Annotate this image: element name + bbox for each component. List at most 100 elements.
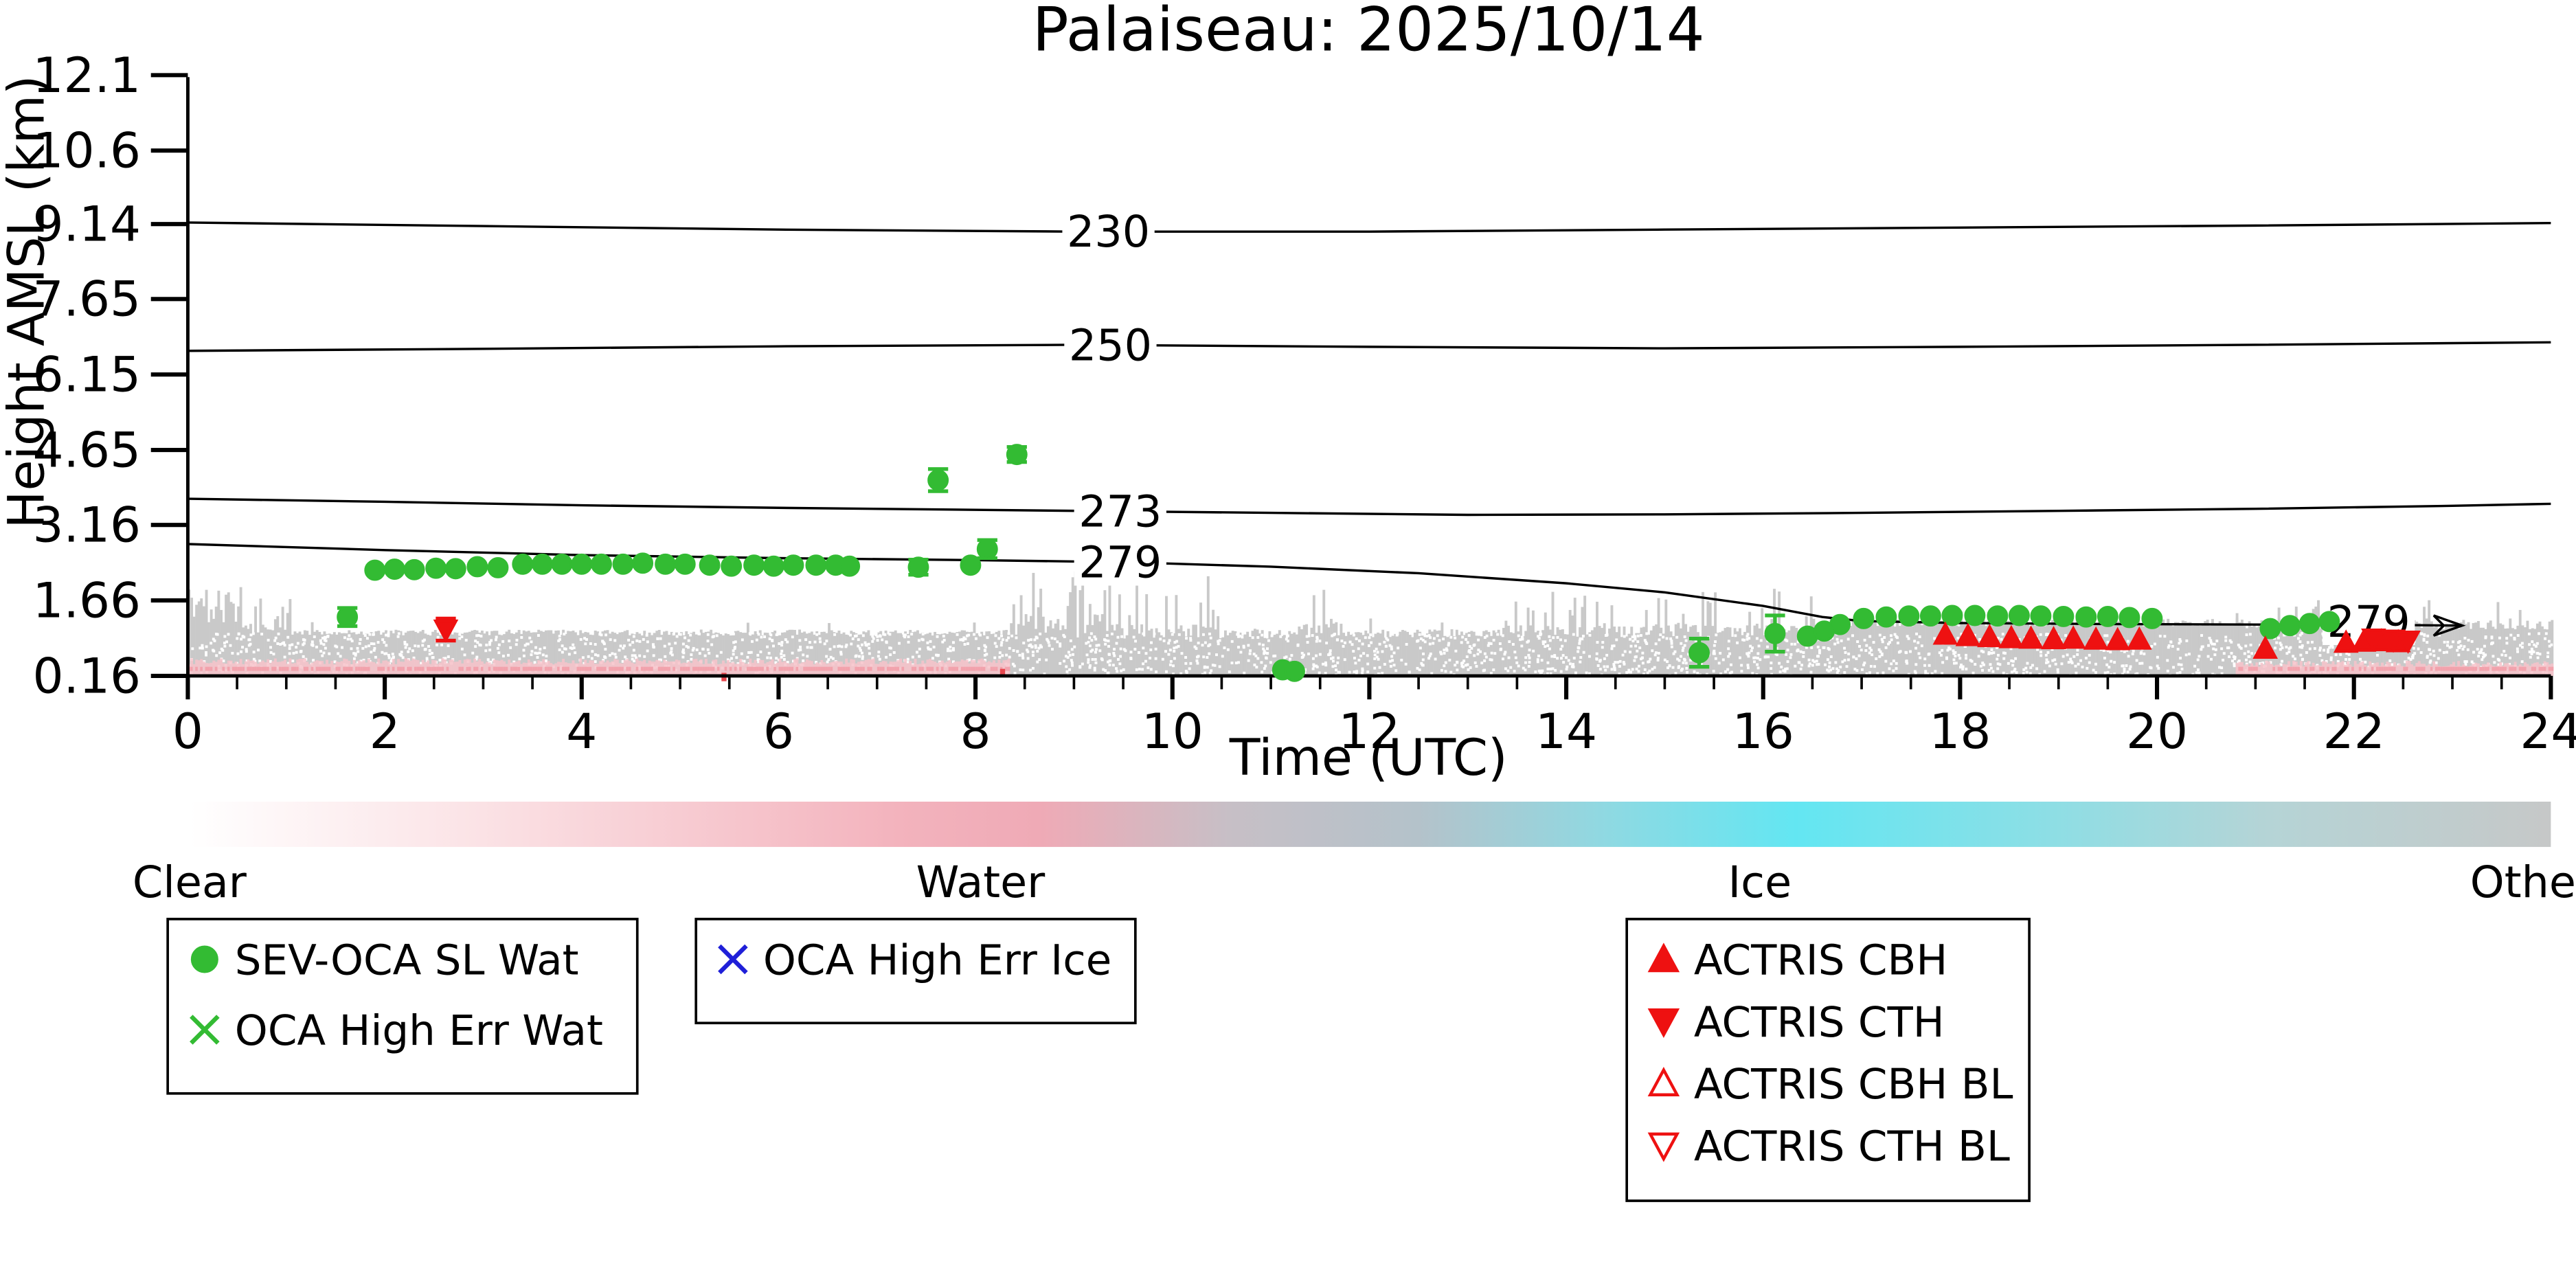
classification-speckle <box>1541 669 1544 673</box>
classification-speckle <box>1952 658 1956 662</box>
classification-speckle <box>2531 640 2534 644</box>
classification-speckle <box>1468 645 1471 648</box>
classification-pink-speckle <box>367 666 370 671</box>
classification-speckle <box>490 639 493 642</box>
classification-speckle <box>1065 665 1068 668</box>
classification-speckle <box>1440 652 1443 655</box>
classification-speckle <box>2123 650 2126 653</box>
classification-speckle <box>782 658 786 661</box>
classification-speckle <box>652 654 655 657</box>
marker-circle <box>2279 615 2301 637</box>
classification-column <box>1094 614 1096 676</box>
classification-column <box>899 633 902 676</box>
classification-column <box>377 631 381 676</box>
classification-pink-speckle <box>360 666 363 671</box>
classification-pink-speckle <box>409 666 412 671</box>
classification-pink-speckle <box>407 666 410 671</box>
classification-speckle <box>1954 662 1958 665</box>
classification-speckle <box>236 637 239 640</box>
classification-pink-speckle <box>350 666 353 671</box>
classification-speckle <box>1142 662 1145 666</box>
classification-speckle <box>861 655 864 658</box>
classification-speckle <box>692 646 695 650</box>
classification-speckle <box>1598 668 1602 671</box>
classification-speckle <box>312 659 315 662</box>
classification-column <box>2058 624 2061 676</box>
classification-speckle <box>755 638 758 642</box>
classification-speckle <box>2480 648 2483 651</box>
classification-speckle <box>732 653 735 656</box>
classification-speckle <box>1218 665 1221 668</box>
classification-speckle <box>1442 637 1445 641</box>
classification-speckle <box>2279 663 2283 666</box>
marker-circle <box>721 555 743 577</box>
classification-column <box>1399 631 1402 676</box>
classification-speckle <box>1519 638 1522 642</box>
classification-pink-speckle <box>473 666 477 671</box>
classification-column <box>195 605 199 676</box>
classification-speckle <box>2509 656 2512 659</box>
marker-circle <box>1898 605 1920 627</box>
classification-pink-column <box>732 662 735 676</box>
classification-pink-speckle <box>237 666 240 671</box>
classification-speckle <box>1757 644 1761 648</box>
classification-column <box>1179 625 1183 676</box>
classification-speckle <box>1843 671 1846 674</box>
classification-speckle <box>1248 652 1252 655</box>
classification-pink-speckle <box>416 666 420 671</box>
classification-speckle <box>867 642 870 646</box>
classification-speckle <box>1185 637 1188 640</box>
classification-column <box>572 630 575 676</box>
classification-speckle <box>1871 653 1874 657</box>
classification-speckle <box>212 637 215 641</box>
classification-pink-column <box>330 661 334 676</box>
classification-speckle <box>1161 657 1164 661</box>
classification-column <box>948 631 951 676</box>
classification-speckle <box>1447 644 1450 647</box>
classification-column <box>1563 634 1567 676</box>
classification-speckle <box>2328 646 2331 649</box>
classification-column <box>736 631 740 676</box>
colorbar-gradient <box>189 801 2551 847</box>
classification-pink-speckle <box>682 666 686 671</box>
classification-speckle <box>1464 664 1467 667</box>
classification-speckle <box>2311 640 2314 644</box>
classification-speckle <box>319 639 322 642</box>
classification-speckle <box>1784 667 1787 670</box>
classification-speckle <box>1263 651 1267 655</box>
classification-speckle <box>1756 666 1760 670</box>
classification-speckle <box>1880 637 1884 641</box>
classification-speckle <box>1674 672 1677 675</box>
classification-pink-speckle <box>894 666 897 671</box>
marker-circle <box>2053 606 2075 627</box>
classification-column <box>475 630 479 676</box>
classification-speckle <box>710 643 714 646</box>
classification-speckle <box>1348 640 1352 644</box>
classification-speckle <box>2331 644 2334 648</box>
classification-speckle <box>2458 640 2461 643</box>
classification-speckle <box>1785 667 1789 670</box>
classification-speckle <box>825 640 828 643</box>
classification-pink-column <box>2430 666 2433 676</box>
marker-circle <box>487 556 509 578</box>
classification-speckle <box>689 633 692 637</box>
classification-column <box>1165 596 1168 676</box>
classification-speckle <box>1324 661 1327 664</box>
classification-speckle <box>1606 665 1609 668</box>
classification-speckle <box>780 644 783 647</box>
classification-speckle <box>1622 661 1625 664</box>
classification-speckle <box>748 632 752 635</box>
classification-speckle <box>1864 649 1868 652</box>
classification-speckle <box>986 636 989 640</box>
classification-speckle <box>2412 646 2415 650</box>
classification-column <box>1172 633 1175 676</box>
classification-speckle <box>1344 641 1346 644</box>
classification-column <box>581 633 585 676</box>
classification-column <box>343 633 346 676</box>
classification-speckle <box>1208 652 1211 655</box>
classification-column <box>1064 629 1067 676</box>
classification-speckle <box>2413 652 2417 655</box>
classification-speckle <box>1467 650 1471 653</box>
classification-speckle <box>2428 661 2432 664</box>
classification-speckle <box>959 638 962 642</box>
